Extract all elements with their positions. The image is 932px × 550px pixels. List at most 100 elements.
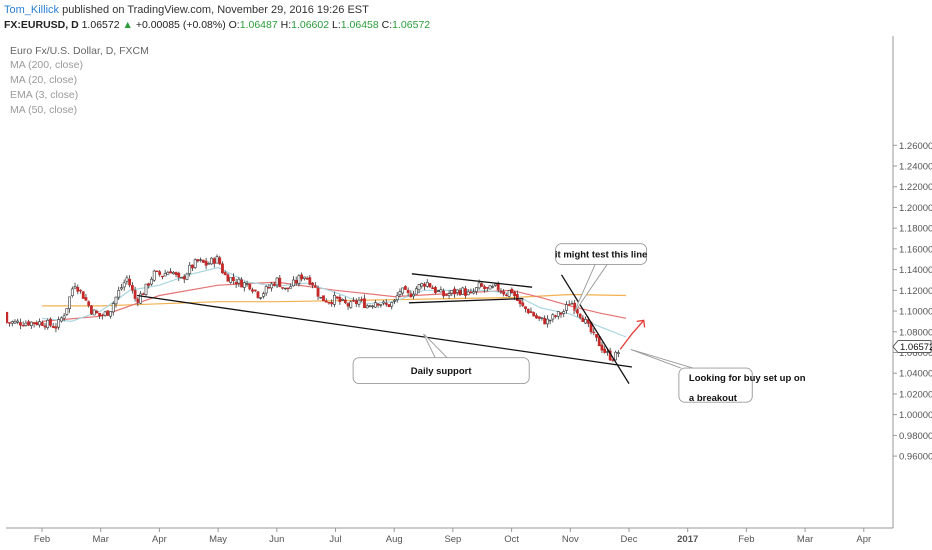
candle-body: [502, 291, 506, 295]
symbol-label: FX:EURUSD, D: [4, 19, 79, 31]
candle-body: [505, 294, 508, 297]
candle-body: [540, 317, 544, 319]
price-chart[interactable]: 1.26000 1.24000 1.22000 1.20000 1.18000 1.160…: [0, 34, 932, 550]
candle-body: [40, 322, 44, 326]
test-line-callout-text: it might test this line: [555, 250, 647, 261]
candle-body: [414, 288, 418, 295]
candle-body: [603, 348, 607, 353]
candle-body: [95, 310, 99, 314]
candle-body: [29, 321, 33, 327]
daily-support-callout-box[interactable]: [352, 357, 530, 385]
candle-body: [223, 272, 227, 276]
legend-ma50[interactable]: MA (50, close): [10, 104, 78, 116]
candle-body: [174, 272, 178, 275]
high-value: 1.06602: [291, 19, 330, 31]
candle-body: [270, 283, 274, 289]
candle-body: [600, 344, 604, 351]
candle-body: [548, 319, 552, 322]
candle-body: [333, 294, 336, 305]
close-value: 1.06572: [392, 19, 431, 31]
candle-body: [360, 299, 364, 301]
y-tick-label: 1.26000: [899, 141, 932, 152]
legend-ma20[interactable]: MA (20, close): [10, 74, 78, 86]
candle-body: [485, 287, 489, 289]
candle-body: [614, 351, 618, 361]
lower-wedge-line: [408, 297, 524, 304]
candle-body: [70, 288, 74, 296]
downtrend-line: [560, 274, 630, 384]
candle-body: [532, 312, 536, 317]
candle-body: [201, 259, 205, 263]
candle-body: [483, 286, 486, 290]
author-link[interactable]: Tom_Killick: [4, 4, 60, 16]
candle-body: [21, 325, 25, 327]
breakout-callout-text-line2: a breakout: [689, 393, 738, 404]
daily-support-callout-text: Daily support: [411, 366, 473, 377]
candle-body: [294, 280, 298, 284]
candle-body: [567, 304, 571, 306]
candle-body: [494, 283, 497, 286]
legend-ema3[interactable]: EMA (3, close): [10, 89, 79, 101]
low-value: 1.06458: [340, 19, 379, 31]
candle-body: [166, 272, 170, 275]
candle-body: [464, 288, 467, 296]
legend-ma200[interactable]: MA (200, close): [10, 59, 83, 71]
candle-body: [147, 283, 151, 286]
candle-body: [49, 318, 52, 326]
candle-body: [237, 278, 241, 284]
candle-body: [521, 302, 525, 307]
x-tick-label: Apr: [856, 534, 871, 545]
candle-body: [595, 334, 598, 338]
y-tick-label: 1.10000: [899, 307, 932, 318]
candle-body: [98, 312, 102, 317]
candle-body: [169, 271, 172, 274]
candle-body: [425, 282, 429, 287]
candle-body: [384, 302, 388, 305]
candle-body: [264, 286, 268, 294]
candle-body: [543, 317, 547, 325]
candle-body: [313, 285, 317, 288]
candle-body: [84, 297, 88, 301]
projection-arrowhead: [636, 319, 646, 328]
candle-body: [117, 290, 121, 298]
last-price: 1.06572: [81, 19, 120, 31]
candle-body: [19, 322, 22, 326]
candle-body: [139, 293, 142, 304]
candle-body: [128, 278, 132, 286]
candle-body: [87, 301, 91, 306]
published-text: published on TradingView.com, November 2…: [62, 4, 369, 16]
candle-body: [259, 297, 263, 299]
breakout-callout-text-line1: Looking for buy set up on: [689, 373, 806, 384]
breakout-callout-box[interactable]: [678, 367, 753, 403]
candle-body: [406, 289, 410, 294]
candle-body: [100, 314, 104, 317]
candle-body: [515, 294, 519, 301]
candle-body: [554, 315, 557, 317]
candle-body: [417, 284, 421, 291]
candle-body: [409, 293, 413, 298]
candle-body: [161, 275, 164, 278]
plot-area[interactable]: [6, 36, 893, 528]
projection-arrow: [619, 319, 645, 350]
test-line-callout-box[interactable]: [555, 243, 648, 265]
candle-body: [289, 286, 293, 289]
candle-body: [231, 276, 235, 282]
candle-body: [10, 321, 14, 324]
publish-header: Tom_Killick published on TradingView.com…: [4, 2, 369, 18]
candle-body: [570, 303, 574, 305]
candle-body: [193, 259, 197, 268]
candle-body: [529, 311, 533, 313]
candle-body: [335, 296, 339, 299]
breakout-callout-pointer: [630, 348, 694, 369]
y-tick-label: 0.96000: [899, 452, 932, 463]
candle-body: [226, 274, 230, 282]
candle-body: [322, 295, 325, 302]
candle-body: [13, 320, 17, 324]
x-tick-label: Oct: [504, 534, 519, 545]
candle-body: [215, 256, 219, 264]
candle-body: [251, 289, 254, 292]
candle-body: [477, 282, 481, 289]
candle-body: [191, 264, 194, 269]
candle-body: [311, 282, 314, 286]
candle-body: [196, 259, 200, 262]
